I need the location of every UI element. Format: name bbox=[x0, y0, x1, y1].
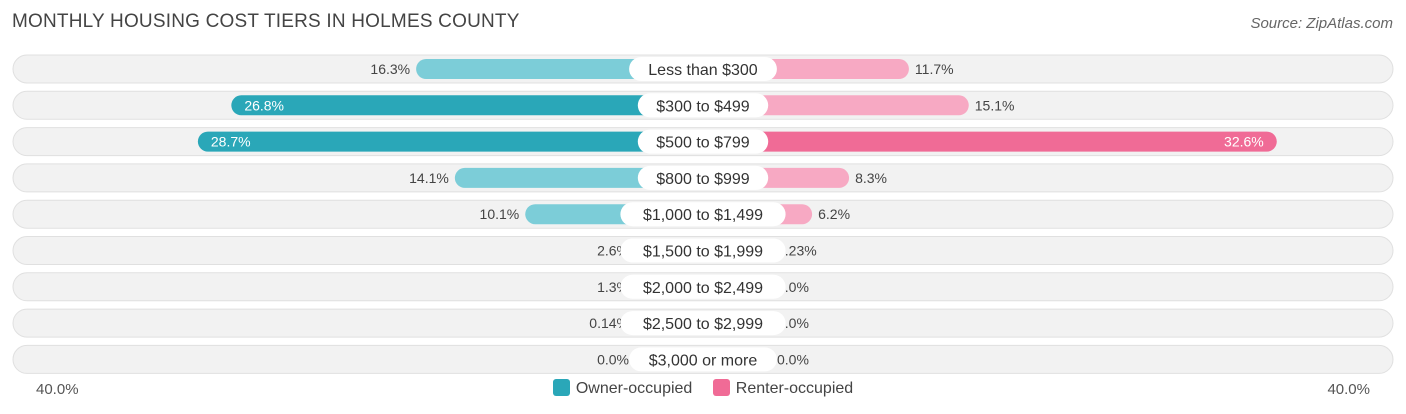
legend-label-owner: Owner-occupied bbox=[575, 380, 693, 397]
category-label: $3,000 or more bbox=[649, 352, 758, 369]
category-pill bbox=[620, 202, 786, 227]
owner-value-label: 0.14% bbox=[589, 315, 629, 331]
category-label: $500 to $799 bbox=[656, 135, 750, 152]
legend-item-owner: Owner-occupied bbox=[552, 379, 693, 398]
category-label: Less than $300 bbox=[648, 62, 758, 79]
category-label: $2,500 to $2,999 bbox=[643, 316, 763, 333]
category-pill bbox=[620, 311, 786, 336]
renter-value-label: 15.1% bbox=[975, 97, 1015, 113]
category-label: $800 to $999 bbox=[656, 171, 750, 188]
category-label: $2,000 to $2,499 bbox=[643, 280, 763, 297]
source-label: Source: ZipAtlas.com bbox=[1250, 15, 1393, 32]
legend: Owner-occupied Renter-occupied bbox=[0, 379, 1406, 398]
category-pill bbox=[637, 129, 769, 154]
category-label: $1,000 to $1,499 bbox=[643, 207, 763, 224]
owner-value-label: 14.1% bbox=[409, 170, 449, 186]
category-pill bbox=[620, 274, 786, 299]
renter-value-label: 32.6% bbox=[1224, 134, 1264, 150]
category-label: $1,500 to $1,999 bbox=[643, 244, 763, 261]
axis-right-label: 40.0% bbox=[1327, 381, 1370, 398]
owner-value-label: 2.6% bbox=[597, 243, 629, 259]
owner-value-label: 26.8% bbox=[244, 97, 284, 113]
legend-item-renter: Renter-occupied bbox=[712, 379, 854, 398]
renter-value-label: 11.7% bbox=[915, 61, 954, 77]
owner-bar bbox=[197, 131, 703, 152]
owner-value-label: 1.3% bbox=[597, 279, 629, 295]
owner-value-label: 16.3% bbox=[370, 61, 410, 77]
renter-bar bbox=[703, 131, 1277, 152]
category-pill bbox=[629, 347, 777, 372]
renter-value-label: 0.23% bbox=[777, 243, 817, 259]
renter-value-label: 8.3% bbox=[855, 170, 887, 186]
owner-bar bbox=[231, 95, 703, 116]
category-pill bbox=[629, 57, 777, 81]
owner-value-label: 0.0% bbox=[597, 351, 629, 367]
category-pill bbox=[637, 165, 769, 190]
category-label: $300 to $499 bbox=[656, 98, 750, 115]
owner-value-label: 28.7% bbox=[211, 134, 251, 150]
chart-title: MONTHLY HOUSING COST TIERS IN HOLMES COU… bbox=[12, 11, 520, 32]
axis-left-label: 40.0% bbox=[36, 381, 79, 398]
renter-value-label: 0.0% bbox=[777, 315, 809, 331]
renter-value-label: 0.0% bbox=[777, 351, 809, 367]
legend-swatch-renter bbox=[712, 379, 730, 396]
renter-value-label: 0.0% bbox=[777, 279, 809, 295]
category-pill bbox=[637, 93, 769, 118]
category-pill bbox=[620, 238, 786, 263]
legend-swatch-owner bbox=[552, 379, 570, 396]
renter-value-label: 6.2% bbox=[818, 206, 850, 222]
owner-value-label: 10.1% bbox=[480, 206, 520, 222]
legend-label-renter: Renter-occupied bbox=[735, 380, 854, 397]
renter-bar bbox=[703, 95, 969, 116]
